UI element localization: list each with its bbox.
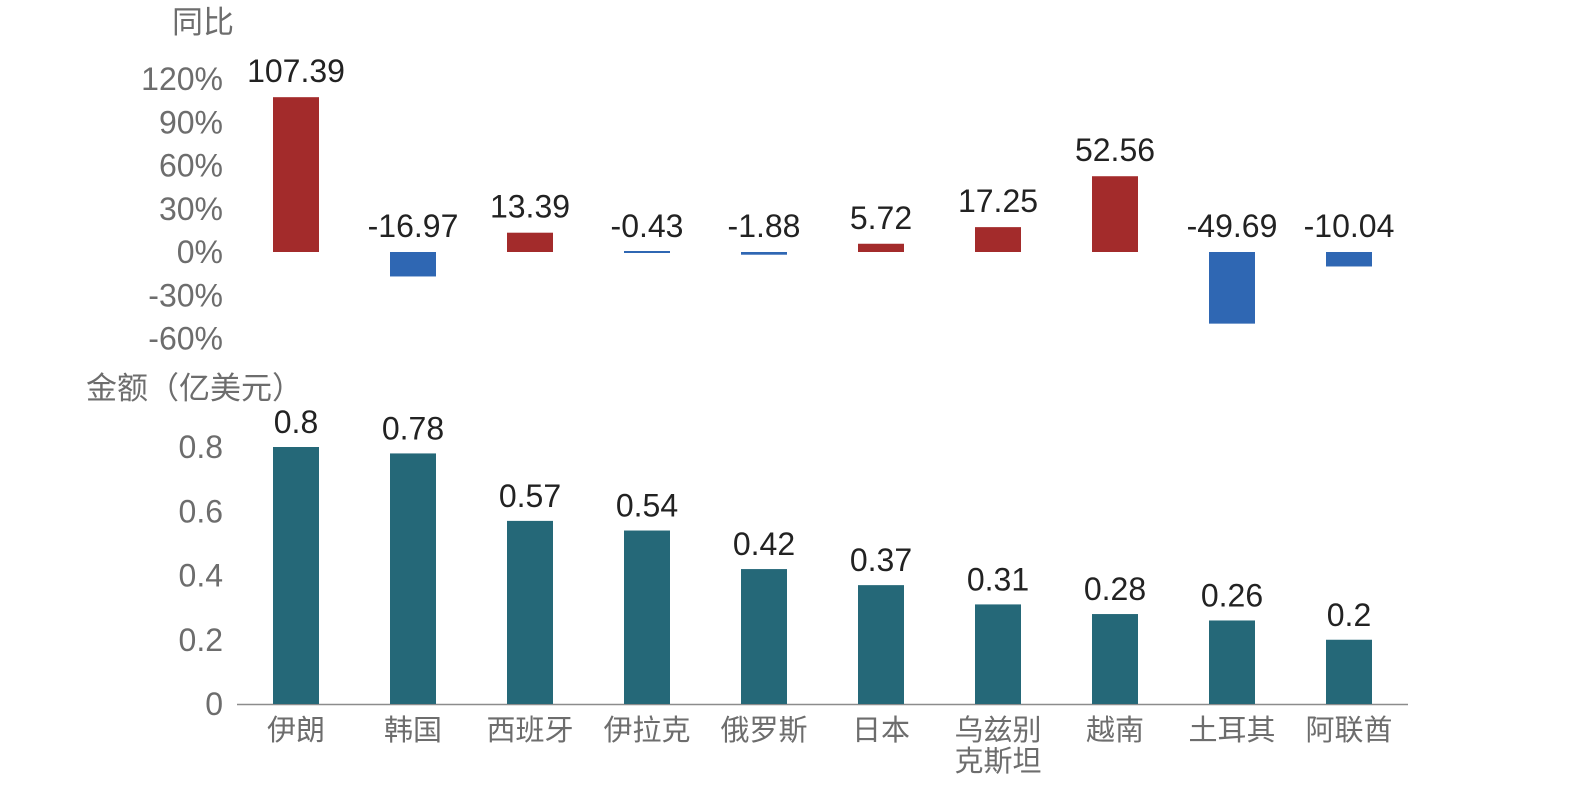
bottom-bar	[858, 585, 904, 704]
top-y-tick-label: 90%	[159, 104, 223, 140]
top-value-label: 17.25	[958, 183, 1038, 219]
top-bar	[624, 251, 670, 253]
category-label: 伊拉克	[603, 713, 690, 747]
category-label: 伊朗	[267, 713, 325, 747]
bottom-bar	[624, 530, 670, 704]
category-label: 阿联酋	[1305, 713, 1392, 747]
top-bar	[975, 227, 1021, 252]
category-label: 乌兹别	[954, 713, 1041, 747]
top-axis-title: 同比	[172, 5, 234, 41]
bottom-value-label: 0.78	[382, 410, 444, 446]
top-value-label: -16.97	[368, 208, 459, 244]
category-label: 土耳其	[1188, 713, 1275, 747]
bottom-bar	[507, 520, 553, 704]
top-bar	[1326, 252, 1372, 267]
bottom-value-labels: 0.8 0.78 0.57 0.54 0.42 0.37 0.31 0.28 0.26 0.2	[274, 404, 1371, 633]
category-label: 日本	[852, 713, 910, 747]
top-value-label: 5.72	[850, 200, 912, 236]
bottom-bar	[975, 604, 1021, 704]
top-value-label: 107.39	[247, 53, 345, 89]
category-label: 西班牙	[486, 713, 573, 747]
top-value-label: 52.56	[1075, 132, 1155, 168]
top-y-ticks: 120% 90% 60% 30% 0% -30% -60%	[141, 61, 223, 357]
bottom-axis-title: 金额（亿美元）	[86, 371, 303, 407]
top-bar	[1092, 176, 1138, 252]
category-label: 克斯坦	[954, 744, 1041, 778]
top-y-tick-label: 30%	[159, 191, 223, 227]
top-bar	[390, 252, 436, 277]
top-y-tick-label: 0%	[177, 234, 223, 270]
top-bar	[1209, 252, 1255, 324]
bottom-value-label: 0.2	[1327, 597, 1371, 633]
bottom-value-label: 0.8	[274, 404, 318, 440]
bottom-y-tick-label: 0.8	[179, 429, 223, 465]
bottom-value-label: 0.31	[967, 561, 1029, 597]
bottom-value-label: 0.26	[1201, 577, 1263, 613]
bottom-y-tick-label: 0.6	[179, 493, 223, 529]
bottom-value-label: 0.28	[1084, 571, 1146, 607]
bottom-y-tick-label: 0.4	[179, 558, 223, 594]
top-value-label: -0.43	[611, 208, 684, 244]
top-value-label: -10.04	[1304, 208, 1395, 244]
top-value-label: 13.39	[490, 189, 570, 225]
bottom-bar	[1209, 620, 1255, 704]
top-value-label: -1.88	[728, 208, 801, 244]
top-y-tick-label: 120%	[141, 61, 223, 97]
bottom-value-label: 0.42	[733, 526, 795, 562]
category-label: 韩国	[384, 713, 442, 747]
top-bar	[507, 232, 553, 252]
bottom-value-label: 0.54	[616, 488, 678, 524]
bottom-bars	[273, 447, 1372, 704]
category-label: 俄罗斯	[720, 713, 807, 747]
bottom-value-label: 0.57	[499, 478, 561, 514]
top-bar	[273, 97, 319, 252]
top-bars	[273, 97, 1372, 324]
bottom-value-label: 0.37	[850, 542, 912, 578]
top-y-tick-label: -30%	[148, 277, 223, 313]
top-value-labels: 107.39 -16.97 13.39 -0.43 -1.88 5.72 17.25 52.5…	[247, 53, 1394, 244]
bottom-bar	[390, 453, 436, 704]
bottom-bar	[1092, 614, 1138, 704]
bottom-y-tick-label: 0	[205, 686, 223, 722]
top-y-tick-label: -60%	[148, 321, 223, 357]
top-y-tick-label: 60%	[159, 148, 223, 184]
bottom-bar	[1326, 639, 1372, 704]
top-bar	[858, 243, 904, 252]
bottom-y-ticks: 0.8 0.6 0.4 0.2 0	[179, 429, 223, 722]
top-value-label: -49.69	[1187, 208, 1278, 244]
bottom-bar	[273, 447, 319, 704]
bottom-y-tick-label: 0.2	[179, 622, 223, 658]
top-bar	[741, 252, 787, 255]
bottom-bar	[741, 569, 787, 704]
category-label: 越南	[1086, 713, 1144, 747]
